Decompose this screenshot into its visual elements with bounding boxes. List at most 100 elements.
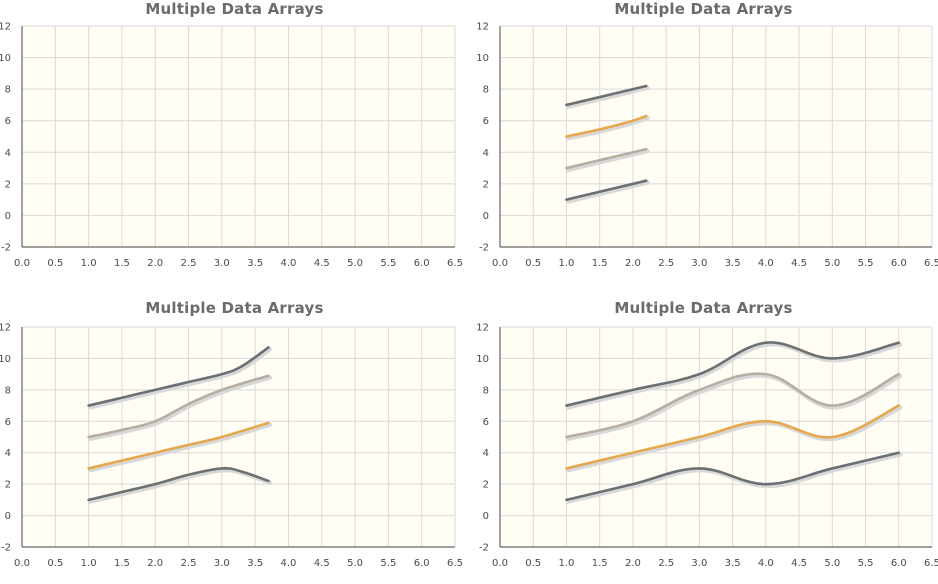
y-tick-label: 12 [0, 323, 11, 334]
series-shadow [565, 180, 650, 204]
series-shadow [565, 342, 903, 410]
y-tick-label: 2 [483, 179, 489, 190]
y-tick-label: 6 [5, 417, 11, 428]
x-tick-label: 1.5 [114, 558, 130, 569]
series-path [565, 404, 901, 470]
y-tick-label: 0 [483, 211, 489, 222]
x-tick-label: 5.0 [824, 258, 840, 269]
series-shadow [565, 115, 650, 141]
x-tick-label: 3.0 [691, 558, 707, 569]
series-line-1 [565, 451, 903, 504]
y-tick-label: 0 [483, 511, 489, 522]
series-line-1 [565, 179, 650, 204]
x-tick-label: 6.5 [447, 558, 463, 569]
plot-area [22, 26, 455, 247]
x-tick-label: 6.0 [891, 258, 907, 269]
x-tick-label: 2.5 [658, 558, 674, 569]
y-tick-label: 8 [5, 85, 11, 96]
x-tick-label: 4.5 [314, 258, 330, 269]
series-path [565, 147, 648, 170]
x-tick-label: 5.0 [824, 558, 840, 569]
chart-title: Multiple Data Arrays [614, 0, 793, 18]
x-tick-label: 3.5 [247, 258, 263, 269]
y-tick-label: 4 [5, 448, 11, 459]
x-tick-label: 6.5 [924, 558, 938, 569]
y-tick-label: 10 [0, 53, 11, 64]
y-tick-label: 6 [483, 116, 489, 127]
chart-title: Multiple Data Arrays [614, 299, 793, 317]
chart-panel-bottom-right: Multiple Data Arrays 0.0 0.5 1.0 1.5 2.0 2.5 3… [469, 299, 938, 584]
y-tick-label: 6 [483, 417, 489, 428]
series-path [87, 467, 270, 502]
y-tick-label: 4 [483, 148, 489, 159]
series-path [87, 374, 270, 439]
x-tick-label: 5.5 [380, 258, 396, 269]
series-line-2 [565, 147, 650, 173]
x-tick-label: 1.0 [559, 258, 575, 269]
y-tick-label: 2 [5, 179, 11, 190]
x-tick-label: 0.5 [47, 258, 63, 269]
series-shadow [565, 452, 903, 504]
x-tick-label: 2.0 [625, 258, 641, 269]
y-tick-label: 0 [5, 211, 11, 222]
series-line-4 [565, 341, 903, 410]
y-tick-label: 4 [5, 148, 11, 159]
y-tick-label: 0 [5, 511, 11, 522]
y-tick-label: 2 [483, 480, 489, 491]
y-tick-label: 8 [483, 85, 489, 96]
chart-panel-top-right: Multiple Data Arrays 0.0 0.5 1.0 1.5 2.0 2.5 3… [469, 0, 938, 285]
series-line-1 [87, 467, 272, 504]
y-tick-label: 12 [476, 323, 489, 334]
series-shadow [565, 405, 903, 473]
series-line-4 [87, 346, 272, 410]
x-tick-label: 2.0 [147, 258, 163, 269]
y-tick-label: 4 [483, 448, 489, 459]
series-shadow [88, 422, 272, 473]
series-path [565, 114, 648, 138]
plot-area [500, 327, 932, 547]
x-tick-label: 6.0 [414, 258, 430, 269]
x-tick-label: 2.0 [625, 558, 641, 569]
series-path [87, 346, 270, 407]
series-line-2 [87, 421, 272, 473]
chart-panel-bottom-left: Multiple Data Arrays 0.0 0.5 1.0 1.5 2.0 2.5 3… [0, 299, 469, 584]
x-tick-label: 4.5 [314, 558, 330, 569]
x-tick-label: 1.0 [81, 558, 97, 569]
chart-title: Multiple Data Arrays [145, 0, 324, 18]
x-tick-label: 3.5 [725, 558, 741, 569]
series-line-4 [565, 84, 650, 109]
x-tick-label: 2.0 [147, 558, 163, 569]
y-tick-label: 6 [5, 116, 11, 127]
y-tick-label: 12 [476, 22, 489, 33]
x-tick-label: 4.0 [758, 258, 774, 269]
x-tick-label: 5.5 [858, 558, 874, 569]
series-shadow [88, 375, 272, 441]
y-tick-label: 8 [483, 385, 489, 396]
series-path [565, 179, 648, 201]
charts-grid: Multiple Data Arrays 0.0 0.5 1.0 1.5 2.0 2.5 3… [0, 0, 938, 569]
series-shadow [88, 347, 272, 410]
chart-panel-top-left: Multiple Data Arrays 0.0 0.5 1.0 1.5 2.0 2.5 3… [0, 0, 469, 285]
series-shadow [88, 468, 272, 504]
x-tick-label: 5.5 [858, 258, 874, 269]
y-tick-label: -2 [1, 243, 11, 254]
x-tick-label: 4.5 [791, 558, 807, 569]
x-tick-label: 3.0 [691, 258, 707, 269]
x-tick-label: 4.0 [758, 558, 774, 569]
x-tick-label: 0.5 [525, 258, 541, 269]
y-tick-label: 2 [5, 480, 11, 491]
series-shadow [565, 373, 903, 441]
x-tick-label: 3.0 [214, 258, 230, 269]
series-path [87, 421, 270, 470]
x-tick-label: 1.5 [592, 558, 608, 569]
y-tick-label: 12 [0, 22, 11, 33]
x-tick-label: 6.5 [924, 258, 938, 269]
series-path [565, 341, 901, 407]
chart-svg: 0.0 0.5 1.0 1.5 2.0 2.5 3.0 3.5 4.0 4.5 5.0 5.5 6.0 6… [476, 323, 938, 570]
series-shadow [565, 149, 650, 173]
x-tick-label: 2.5 [181, 558, 197, 569]
x-tick-label: 1.5 [114, 258, 130, 269]
y-tick-label: -2 [479, 543, 489, 554]
plot-area [22, 327, 455, 547]
x-tick-label: 5.0 [347, 558, 363, 569]
